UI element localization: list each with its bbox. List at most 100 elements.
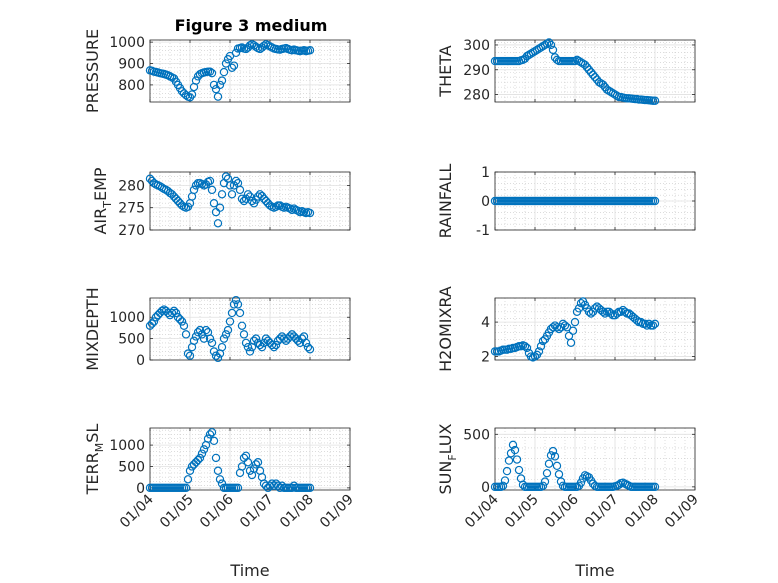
data-point <box>614 480 624 489</box>
data-point <box>237 194 247 203</box>
data-point <box>289 204 299 213</box>
series-markers <box>145 40 315 102</box>
data-point <box>235 185 245 195</box>
data-point <box>548 323 558 332</box>
data-point <box>191 76 201 85</box>
data-point <box>534 347 544 356</box>
data-point <box>193 328 203 337</box>
data-point <box>227 308 237 318</box>
data-point <box>598 80 608 89</box>
y-axis-label: PRESSURE <box>83 29 102 113</box>
y-tick-label: 800 <box>118 78 145 94</box>
data-point <box>588 70 598 79</box>
data-point <box>237 321 247 330</box>
y-tick-label: 900 <box>118 57 145 73</box>
data-point <box>227 190 237 199</box>
data-point <box>554 470 564 479</box>
data-point <box>255 340 265 350</box>
data-point <box>205 67 215 76</box>
data-point <box>229 61 239 70</box>
data-point <box>285 204 295 213</box>
data-point <box>205 430 215 439</box>
axes-box <box>494 39 696 103</box>
data-point <box>287 205 297 215</box>
y-axis-label: SUNFLUX <box>436 423 459 494</box>
data-point <box>538 481 548 490</box>
data-point <box>514 465 524 475</box>
data-point <box>640 319 650 329</box>
data-point <box>207 428 217 437</box>
y-tick-label: 500 <box>118 459 145 475</box>
data-point <box>301 338 311 348</box>
series-markers <box>490 196 660 206</box>
y-tick-label: 275 <box>118 201 145 217</box>
subplot-rainfall: -1 0 1 RAINFALL <box>436 164 696 239</box>
data-point <box>287 483 297 493</box>
data-point <box>606 309 616 318</box>
data-point <box>229 181 239 190</box>
data-point <box>221 330 231 339</box>
series-markers <box>490 440 660 492</box>
y-tick-label: 280 <box>118 178 145 194</box>
data-point <box>149 317 159 326</box>
data-point <box>584 65 594 74</box>
axes-box <box>149 427 351 491</box>
y-tick-label: 0 <box>136 353 145 369</box>
data-point <box>570 56 580 66</box>
x-axis-label: Time <box>229 561 269 580</box>
y-tick-label: 0 <box>136 481 145 497</box>
data-point <box>556 477 566 486</box>
data-point <box>305 483 315 493</box>
data-point <box>550 452 560 461</box>
y-tick-label: 500 <box>118 332 145 348</box>
data-point <box>257 191 267 201</box>
data-point <box>217 76 227 85</box>
y-axis-label: THETA <box>436 45 455 97</box>
data-point <box>237 462 247 471</box>
data-point <box>235 308 245 318</box>
data-point <box>251 460 261 469</box>
series-markers <box>490 38 660 105</box>
y-axis-label: MIXDEPTH <box>83 287 102 370</box>
data-point <box>243 190 253 199</box>
data-point <box>181 90 191 100</box>
data-point <box>522 343 532 353</box>
data-point <box>181 483 191 493</box>
y-axis-label: AIRTEMP <box>91 167 114 234</box>
data-point <box>245 347 255 356</box>
data-point <box>275 483 285 493</box>
data-point <box>303 342 313 352</box>
subplot-pressure: 800 900 1000 PRESSURE <box>83 29 351 113</box>
data-point <box>205 176 215 186</box>
data-point <box>508 440 518 450</box>
data-point <box>189 336 199 345</box>
data-point <box>295 338 305 348</box>
data-point <box>582 63 592 72</box>
data-point <box>185 466 195 475</box>
data-point <box>502 466 512 476</box>
data-point <box>648 321 658 330</box>
data-point <box>271 340 281 350</box>
data-point <box>181 330 191 339</box>
data-point <box>257 342 267 352</box>
data-point <box>590 304 600 313</box>
data-point <box>259 338 269 348</box>
data-point <box>530 352 540 361</box>
data-point <box>267 340 277 350</box>
data-point <box>512 455 522 464</box>
data-point <box>191 181 201 190</box>
data-point <box>175 315 185 324</box>
data-point <box>177 317 187 326</box>
data-point <box>193 455 203 465</box>
data-point <box>251 42 261 52</box>
data-point <box>580 60 590 70</box>
data-point <box>253 458 263 467</box>
data-point <box>590 72 600 82</box>
data-point <box>552 461 562 471</box>
y-axis-label: H2OMIXRA <box>436 286 455 372</box>
data-point <box>249 336 259 345</box>
data-point <box>185 351 195 360</box>
data-point <box>195 453 205 463</box>
data-point <box>179 321 189 330</box>
data-point <box>650 196 660 206</box>
